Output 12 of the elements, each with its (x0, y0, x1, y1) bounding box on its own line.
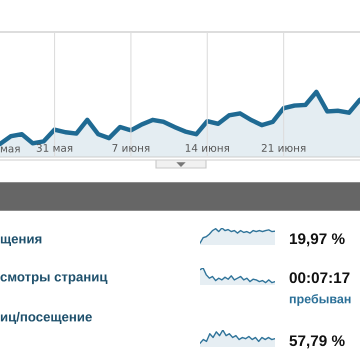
text: 19,97 % (290, 233, 345, 246)
text: иц/посещение (0, 312, 92, 324)
text: 00:07:17 (290, 272, 350, 284)
x-tick-label: 14 июня (186, 144, 229, 152)
x-tick-label: 21 июня (262, 144, 306, 152)
text: 57,79 % (289, 335, 345, 348)
x-tick-label: 7 июня (112, 144, 150, 152)
annotation: мая (0, 146, 20, 152)
text: смотры страниц (0, 274, 108, 284)
text: щения (0, 236, 42, 246)
x-tick-label: 31 мая (36, 144, 72, 152)
text: пребыван (290, 294, 351, 306)
